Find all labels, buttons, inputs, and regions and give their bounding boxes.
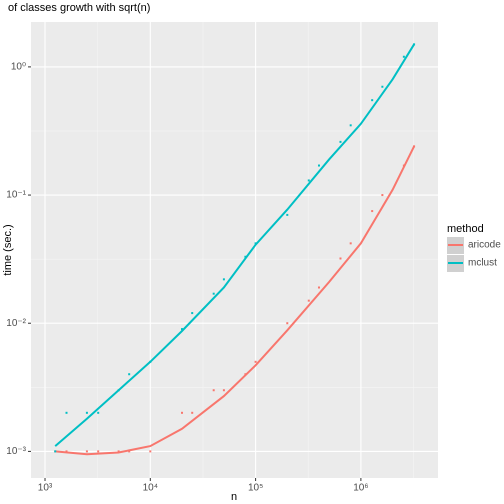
point [212, 389, 215, 392]
point [381, 85, 384, 88]
point [307, 179, 310, 182]
chart-title: of classes growth with sqrt(n) [8, 2, 150, 14]
point [371, 99, 374, 102]
point [212, 292, 215, 295]
point [128, 373, 131, 376]
point [254, 360, 257, 363]
point [191, 411, 194, 414]
point [349, 242, 352, 245]
point [181, 328, 184, 331]
point [222, 278, 225, 281]
point [97, 450, 100, 453]
y-axis-label: time (sec.) [2, 224, 14, 275]
x-tick-label: 10⁵ [248, 483, 263, 494]
point [317, 164, 320, 167]
y-tick-label: 10⁻² [6, 318, 26, 329]
y-tick-label: 10⁻¹ [6, 190, 26, 201]
x-tick-label: 10³ [38, 483, 53, 494]
fit-line [54, 43, 415, 447]
y-tick-label: 10⁻³ [6, 446, 26, 457]
x-tick-label: 10⁶ [353, 483, 368, 494]
point [54, 450, 57, 453]
y-tick-label: 10⁰ [11, 62, 26, 73]
x-tick-label: 10⁴ [143, 483, 158, 494]
point [149, 450, 152, 453]
x-axis-label: n [231, 491, 237, 503]
point [307, 299, 310, 302]
point [381, 194, 384, 197]
point [402, 55, 405, 58]
point [85, 411, 88, 414]
panel [31, 22, 438, 478]
point [181, 411, 184, 414]
point [317, 286, 320, 289]
point [97, 411, 100, 414]
point [128, 450, 131, 453]
point [222, 389, 225, 392]
point [117, 450, 120, 453]
legend-label: aricode [468, 240, 501, 251]
fit-line [55, 145, 415, 456]
point [339, 257, 342, 260]
point [371, 210, 374, 213]
point [339, 140, 342, 143]
point [191, 312, 194, 315]
point [286, 322, 289, 325]
legend-label: mclust [468, 258, 497, 269]
point [65, 411, 68, 414]
point [286, 213, 289, 216]
point [85, 450, 88, 453]
point [349, 124, 352, 127]
point [65, 450, 68, 453]
legend-title: method [447, 223, 484, 235]
point [244, 255, 247, 258]
